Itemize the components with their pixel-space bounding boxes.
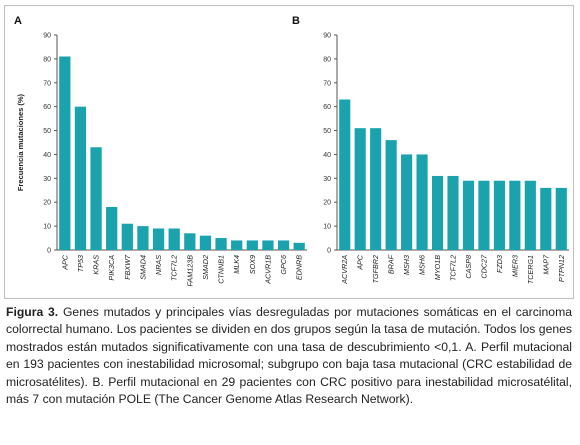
- x-category-label: ACVR1B: [263, 255, 272, 285]
- panel-label: A: [14, 15, 22, 27]
- x-category-label: TP53: [76, 255, 85, 272]
- y-tick-label: 10: [323, 224, 331, 231]
- bar: [59, 56, 71, 250]
- bar: [74, 106, 87, 251]
- bar: [354, 128, 366, 250]
- y-tick-label: 60: [43, 104, 51, 111]
- x-category-label: ACVR2A: [340, 255, 349, 285]
- x-category-label: MYO1B: [433, 255, 442, 280]
- x-category-label: GPC6: [279, 255, 288, 275]
- x-category-label: TCF7L2: [449, 255, 458, 281]
- bar: [493, 180, 505, 250]
- y-tick-label: 50: [323, 128, 331, 135]
- bar: [509, 180, 521, 250]
- x-category-label: MSH3: [402, 255, 411, 275]
- x-category-label: SMAD4: [138, 255, 147, 280]
- x-category-label: PIK3CA: [107, 255, 116, 281]
- y-tick-label: 30: [323, 176, 331, 183]
- x-category-label: APC: [60, 254, 69, 271]
- bar: [555, 187, 567, 250]
- bar: [462, 180, 475, 250]
- x-category-label: APC: [356, 254, 365, 271]
- bar: [246, 240, 258, 250]
- bar: [447, 175, 459, 250]
- chart-panel-b: B 0 10 20 30 40 50 60 70 80 90 ACVR2A APC TGFBR2 BRAF M…: [292, 15, 569, 285]
- x-category-label: SMAD2: [201, 255, 210, 280]
- panel-label: B: [292, 15, 300, 27]
- bar: [184, 233, 196, 250]
- y-tick-label: 40: [43, 152, 51, 159]
- x-category-label: EDNRB: [295, 255, 304, 280]
- y-tick-label: 80: [323, 56, 331, 63]
- x-category-label: MIER3: [510, 255, 519, 277]
- x-category-label: FAM123B: [185, 255, 194, 287]
- y-tick-label: 50: [43, 128, 51, 135]
- x-category-label: CASP8: [464, 255, 473, 279]
- x-category-label: SOX9: [248, 255, 257, 274]
- bar: [401, 154, 413, 250]
- bar: [90, 147, 102, 250]
- x-category-label: FBXW7: [123, 254, 132, 280]
- bar: [231, 240, 243, 250]
- x-category-label: MLK4: [232, 255, 241, 274]
- bar: [339, 99, 351, 250]
- bar: [152, 228, 165, 250]
- y-tick-label: 90: [323, 33, 331, 40]
- x-category-label: CDC27: [479, 254, 488, 279]
- x-category-label: TCERG1: [526, 255, 535, 284]
- bar: [106, 207, 118, 250]
- x-category-label: MAP7: [541, 254, 550, 275]
- y-tick-label: 90: [43, 33, 51, 40]
- bar: [416, 154, 428, 250]
- y-tick-label: 60: [323, 104, 331, 111]
- y-tick-label: 20: [43, 200, 51, 207]
- x-category-label: FZD3: [495, 255, 504, 273]
- bar: [137, 226, 149, 250]
- x-category-label: MSH6: [418, 255, 427, 275]
- y-axis-label: Frecuencia mutaciones (%): [16, 93, 25, 191]
- bar: [370, 128, 382, 250]
- bar: [215, 238, 227, 250]
- bar: [277, 240, 290, 250]
- x-category-label: NRAS: [154, 255, 163, 275]
- bar: [524, 180, 536, 250]
- x-category-label: TGFBR2: [371, 255, 380, 283]
- x-category-label: CTNNB1: [217, 255, 226, 284]
- bar: [540, 187, 552, 250]
- y-tick-label: 70: [323, 80, 331, 87]
- y-tick-label: 70: [43, 80, 51, 87]
- bar: [478, 180, 490, 250]
- y-tick-label: 0: [327, 248, 331, 255]
- y-tick-label: 30: [43, 176, 51, 183]
- y-tick-label: 40: [323, 152, 331, 159]
- bar: [262, 240, 274, 250]
- y-tick-label: 10: [43, 224, 51, 231]
- caption-text: Genes mutados y principales vías desregu…: [6, 305, 573, 407]
- x-category-label: TCF7L2: [170, 255, 179, 281]
- bar: [385, 140, 397, 250]
- x-category-label: PTPN12: [557, 255, 566, 282]
- x-category-label: BRAF: [387, 254, 396, 274]
- caption-label: Figura 3.: [6, 305, 59, 319]
- bar: [293, 242, 305, 250]
- y-tick-label: 20: [323, 200, 331, 207]
- x-category-label: KRAS: [92, 255, 101, 275]
- figure-caption: Figura 3. Genes mutados y principales ví…: [6, 304, 572, 408]
- charts-canvas: A 0 10 20 30 40 50 60 70 80 90 Frecuencia mutacione…: [14, 15, 569, 286]
- bar: [199, 235, 212, 250]
- bar: [431, 175, 444, 250]
- bar: [121, 223, 133, 250]
- y-tick-label: 0: [47, 248, 51, 255]
- bar: [168, 228, 180, 250]
- chart-panel-a: A 0 10 20 30 40 50 60 70 80 90 Frecuencia mutacione…: [14, 15, 307, 286]
- y-tick-label: 80: [43, 56, 51, 63]
